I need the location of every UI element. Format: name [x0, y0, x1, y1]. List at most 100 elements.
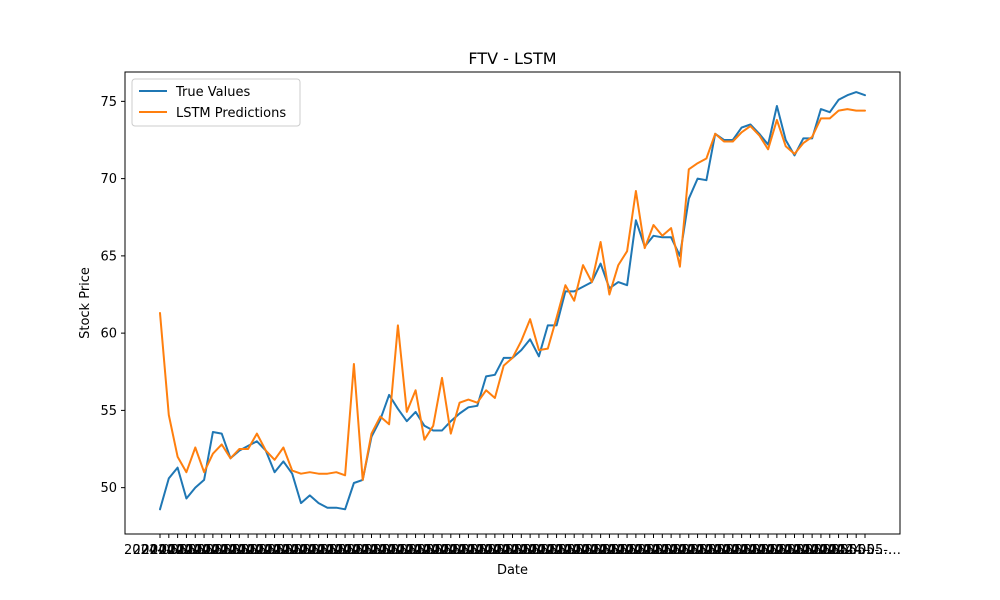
x-tick-label: 2024-05-…	[670, 543, 742, 558]
data-point-lstm-predictions	[838, 110, 840, 112]
data-point-true-values	[450, 420, 452, 422]
data-point-lstm-predictions	[450, 433, 452, 435]
x-tick-label: 2024-05-…	[256, 543, 328, 558]
x-tick-label: 2024-05-…	[221, 543, 293, 558]
x-tick-label: 2024-05-…	[344, 543, 416, 558]
data-point-lstm-predictions	[626, 250, 628, 252]
data-point-true-values	[538, 355, 540, 357]
data-point-lstm-predictions	[168, 414, 170, 416]
data-point-true-values	[785, 139, 787, 141]
data-point-lstm-predictions	[485, 389, 487, 391]
data-point-lstm-predictions	[705, 158, 707, 160]
x-tick-label: 2024-05-…	[741, 543, 813, 558]
x-tick-label: 2024-05-…	[714, 543, 786, 558]
x-tick-label: 2024-05-…	[291, 543, 363, 558]
x-tick-label: 2024-05-…	[432, 543, 504, 558]
data-point-lstm-predictions	[185, 471, 187, 473]
data-point-true-values	[688, 198, 690, 200]
data-point-lstm-predictions	[829, 117, 831, 119]
x-tick-label: 2024-05-…	[150, 543, 222, 558]
data-point-true-values	[423, 425, 425, 427]
x-tick-label: 2024-05-…	[565, 543, 637, 558]
data-point-lstm-predictions	[379, 416, 381, 418]
data-point-lstm-predictions	[855, 110, 857, 112]
x-tick-label: 2024-05-…	[573, 543, 645, 558]
x-tick-label: 2024-05-…	[556, 543, 628, 558]
x-tick-label: 2024-05-…	[732, 543, 804, 558]
x-tick-label: 2024-05-…	[626, 543, 698, 558]
x-tick-label: 2024-05-…	[371, 543, 443, 558]
data-point-true-values	[635, 219, 637, 221]
data-point-true-values	[820, 108, 822, 110]
data-point-true-values	[212, 431, 214, 433]
x-tick-label: 2024-05-…	[653, 543, 725, 558]
x-tick-label: 2024-05-…	[529, 543, 601, 558]
data-point-true-values	[467, 406, 469, 408]
x-tick-label: 2024-05-…	[450, 543, 522, 558]
data-point-lstm-predictions	[556, 317, 558, 319]
data-point-lstm-predictions	[494, 397, 496, 399]
x-axis-title: Date	[497, 563, 528, 578]
x-tick-label: 2024-05-…	[662, 543, 734, 558]
x-tick-label: 2024-05-…	[309, 543, 381, 558]
data-point-true-values	[406, 420, 408, 422]
x-tick-label: 2024-05-…	[697, 543, 769, 558]
data-point-lstm-predictions	[282, 447, 284, 449]
data-point-lstm-predictions	[203, 471, 205, 473]
data-point-true-values	[300, 502, 302, 504]
y-tick-label: 55	[100, 404, 117, 419]
data-point-true-values	[432, 430, 434, 432]
x-tick-label: 2024-05-…	[794, 543, 866, 558]
x-tick-label: 2024-05-…	[203, 543, 275, 558]
data-point-lstm-predictions	[661, 235, 663, 237]
data-point-lstm-predictions	[564, 284, 566, 286]
data-point-lstm-predictions	[159, 312, 161, 314]
plot-frame	[124, 71, 901, 535]
x-tick-label: 2024-05-…	[521, 543, 593, 558]
x-tick-label: 2024-05-…	[785, 543, 857, 558]
data-point-lstm-predictions	[362, 479, 364, 481]
legend-true-values-label: True Values	[175, 85, 250, 100]
data-point-true-values	[838, 99, 840, 101]
data-point-true-values	[441, 430, 443, 432]
x-tick-label: 2024-05-…	[300, 543, 372, 558]
data-point-lstm-predictions	[794, 153, 796, 155]
x-tick-label: 2024-05-…	[776, 543, 848, 558]
data-point-true-values	[573, 290, 575, 292]
x-tick-label: 2024-05-…	[212, 543, 284, 558]
x-tick-label: 2024-05-…	[538, 543, 610, 558]
data-point-true-values	[344, 508, 346, 510]
x-tick-label: 2024-05-…	[380, 543, 452, 558]
x-tick-label: 2024-05-…	[388, 543, 460, 558]
x-tick-label: 2024-05-…	[168, 543, 240, 558]
data-point-true-values	[274, 471, 276, 473]
x-tick-label: 2024-05-…	[547, 543, 619, 558]
data-point-true-values	[670, 236, 672, 238]
data-point-lstm-predictions	[441, 377, 443, 379]
y-tick-label: 65	[100, 249, 117, 264]
data-point-true-values	[388, 394, 390, 396]
data-point-true-values	[617, 281, 619, 283]
x-tick-label: 2024-05-…	[362, 543, 434, 558]
data-point-true-values	[335, 507, 337, 509]
data-point-lstm-predictions	[318, 473, 320, 475]
x-tick-label: 2024-05-…	[177, 543, 249, 558]
data-point-true-values	[291, 473, 293, 475]
data-point-lstm-predictions	[520, 340, 522, 342]
x-tick-label: 2024-05-…	[723, 543, 795, 558]
data-point-true-values	[600, 263, 602, 265]
x-tick-label: 2024-05-…	[186, 543, 258, 558]
data-point-lstm-predictions	[397, 324, 399, 326]
y-tick-label: 50	[100, 481, 117, 496]
x-tick-label: 2024-05-…	[133, 543, 205, 558]
x-tick-label: 2024-05-…	[194, 543, 266, 558]
data-point-true-values	[846, 94, 848, 96]
data-point-lstm-predictions	[802, 142, 804, 144]
x-tick-label: 2024-05-…	[512, 543, 584, 558]
x-tick-label: 2024-05-…	[159, 543, 231, 558]
x-tick-label: 2024-05-…	[609, 543, 681, 558]
data-point-true-values	[318, 502, 320, 504]
data-point-lstm-predictions	[353, 363, 355, 365]
data-point-lstm-predictions	[600, 241, 602, 243]
